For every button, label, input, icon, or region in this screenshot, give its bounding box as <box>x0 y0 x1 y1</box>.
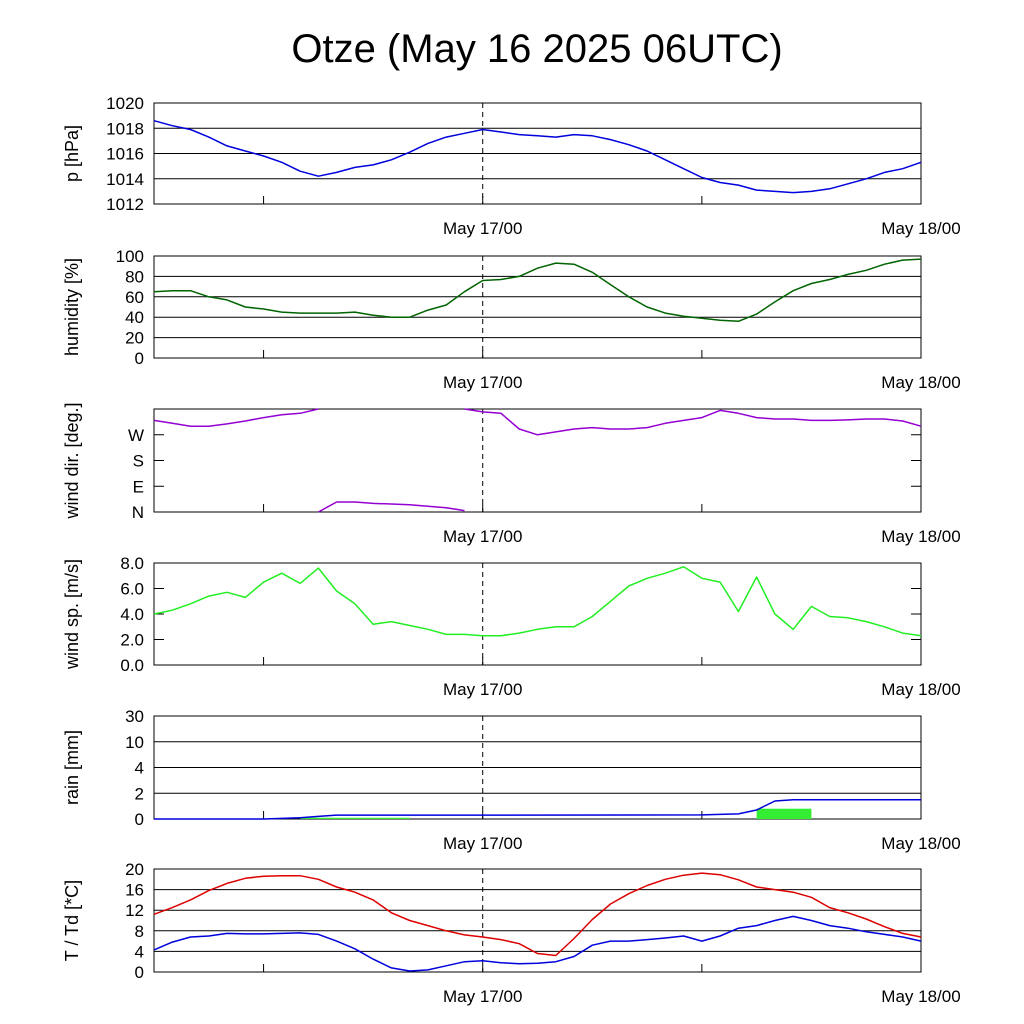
y-tick-label: W <box>128 426 144 445</box>
x-tick-label: May 18/00 <box>881 373 960 392</box>
x-tick-label: May 18/00 <box>881 680 960 699</box>
x-tick-label: May 17/00 <box>443 680 522 699</box>
x-tick-label: May 18/00 <box>881 219 960 238</box>
y-tick-label: 1016 <box>106 145 144 164</box>
y-tick-label: 12 <box>125 901 144 920</box>
plot-frame <box>153 868 922 973</box>
plot-frame <box>153 408 922 513</box>
x-tick-label: May 17/00 <box>443 527 522 546</box>
humidity-line <box>153 258 922 323</box>
x-tick-label: May 17/00 <box>443 373 522 392</box>
rain-bar <box>756 808 812 819</box>
x-tick-label: May 17/00 <box>443 219 522 238</box>
y-tick-label: 8 <box>135 922 144 941</box>
y-tick-label: 100 <box>116 247 144 266</box>
y-tick-label: 0 <box>135 349 144 368</box>
y-tick-label: 4 <box>135 942 144 961</box>
y-axis-label: T / Td [*C] <box>62 880 82 961</box>
y-axis-label: humidity [%] <box>62 258 82 356</box>
y-tick-label: E <box>133 477 144 496</box>
rain-accum-line <box>154 798 921 820</box>
x-tick-label: May 18/00 <box>881 527 960 546</box>
y-tick-label: 1014 <box>106 170 144 189</box>
y-tick-label: 10 <box>125 733 144 752</box>
y-tick-label: 60 <box>125 288 144 307</box>
y-axis-label: rain [mm] <box>62 730 82 805</box>
chart-title: Otze (May 16 2025 06UTC) <box>291 27 782 71</box>
x-tick-label: May 18/00 <box>881 987 960 1006</box>
dewpoint-line <box>153 915 922 972</box>
y-axis-label: wind dir. [deg.] <box>62 402 82 519</box>
pressure-line <box>153 119 922 194</box>
y-tick-label: 1020 <box>106 94 144 113</box>
panel-4: 8.0 6.0 4.0 2.0 0.0 May 17/00 May 18/00 wind sp… <box>62 554 961 699</box>
y-tick-label: 1018 <box>106 119 144 138</box>
panel-5: 30 10 4 2 0 May 17/00 May 18/00 rain [mm] <box>62 707 961 853</box>
y-tick-label: 40 <box>125 308 144 327</box>
y-tick-label: 0.0 <box>120 656 144 675</box>
y-tick-label: 20 <box>125 329 144 348</box>
y-tick-label: N <box>132 503 144 522</box>
y-tick-label: 1012 <box>106 195 144 214</box>
y-tick-label: 80 <box>125 267 144 286</box>
panel-1: 1020 1018 1016 1014 1012 May 17/00 May 18/00 p … <box>62 94 961 238</box>
y-axis-label: wind sp. [m/s] <box>62 559 82 670</box>
plot-frame <box>153 255 922 359</box>
x-tick-label: May 17/00 <box>443 834 522 853</box>
temperature-line <box>153 872 922 957</box>
y-tick-label: 2.0 <box>120 631 144 650</box>
y-tick-label: 2 <box>135 784 144 803</box>
y-tick-label: 16 <box>125 881 144 900</box>
y-tick-label: 0 <box>135 963 144 982</box>
y-axis-label: p [hPa] <box>62 125 82 182</box>
x-tick-label: May 18/00 <box>881 834 960 853</box>
y-tick-label: S <box>133 452 144 471</box>
y-tick-label: 6.0 <box>120 580 144 599</box>
y-tick-label: 4 <box>135 759 144 778</box>
y-tick-label: 4.0 <box>120 605 144 624</box>
rain-bar <box>300 817 410 819</box>
wind-speed-line <box>153 566 922 637</box>
y-tick-label: 8.0 <box>120 554 144 573</box>
y-tick-label: 30 <box>125 707 144 726</box>
wind-dir-line <box>153 408 922 513</box>
y-tick-label: 20 <box>125 860 144 879</box>
y-tick-label: 0 <box>135 810 144 829</box>
x-tick-label: May 17/00 <box>443 987 522 1006</box>
